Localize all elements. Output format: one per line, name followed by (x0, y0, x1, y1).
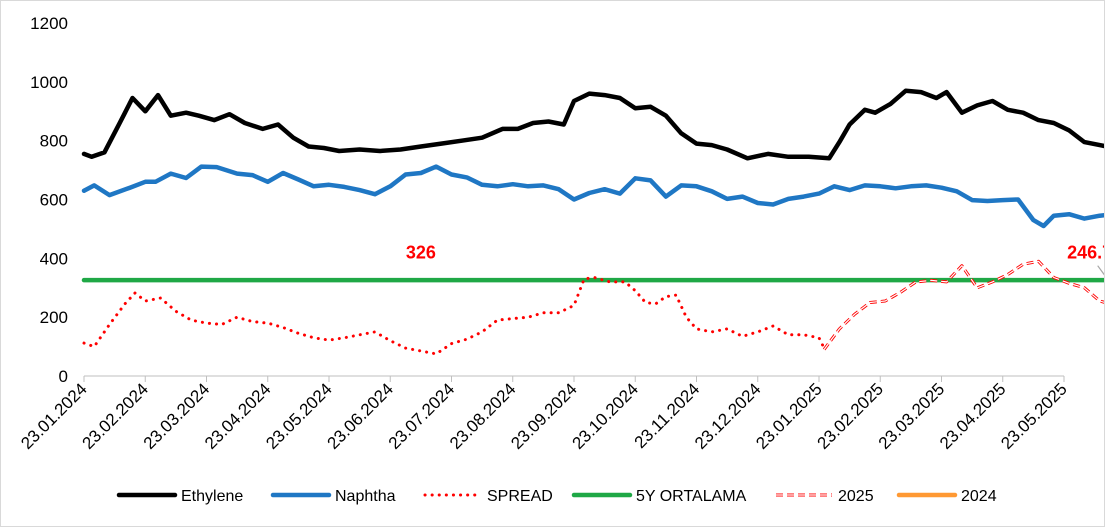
y-tick-label: 1200 (30, 14, 68, 33)
y-tick-label: 600 (40, 191, 68, 210)
x-tick-label: 23.10.2024 (568, 379, 642, 453)
last-value-leader-line (1097, 265, 1105, 277)
legend-label: Ethylene (181, 488, 243, 505)
series-line-inner-2025 (823, 260, 1105, 350)
legend: Ethylene Naphtha SPREAD 5Y ORTALAMA 2025 2024 (116, 488, 997, 505)
legend-label: Naphtha (335, 488, 396, 505)
legend-label: SPREAD (487, 488, 553, 505)
legend-label: 2025 (838, 488, 874, 505)
y-tick-label: 0 (59, 367, 68, 386)
series-line-ethylene (81, 88, 1105, 161)
legend-label: 2024 (961, 488, 997, 505)
legend-label: 5Y ORTALAMA (636, 488, 747, 505)
x-axis: 23.01.202423.02.202423.03.202423.04.2024… (17, 375, 1071, 453)
y-tick-label: 400 (40, 249, 68, 268)
series-line-spread (82, 276, 826, 356)
series-layer (81, 88, 1105, 356)
x-tick-label: 23.05.2025 (997, 379, 1071, 453)
series-line-naphtha (81, 164, 1105, 229)
y-tick-label: 1000 (30, 73, 68, 92)
last-value-label: 246.75 (1067, 242, 1104, 262)
annotations: 326 246.75 (406, 242, 1105, 277)
average-value-label: 326 (406, 242, 436, 262)
y-tick-label: 800 (40, 132, 68, 151)
y-axis: 0 200 400 600 800 1000 1200 (30, 14, 68, 386)
y-tick-label: 200 (40, 308, 68, 327)
